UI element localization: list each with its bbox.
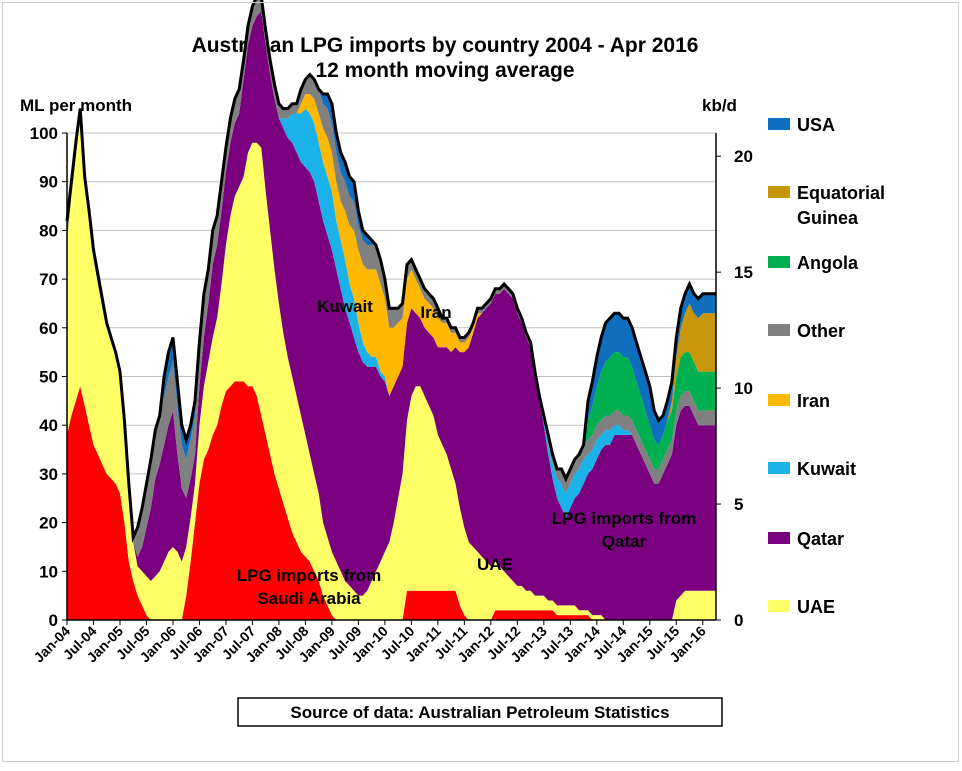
legend-swatch-kuwait bbox=[768, 462, 790, 474]
legend-swatch-uae bbox=[768, 600, 790, 612]
legend-label-equatorial-guinea-1: Equatorial bbox=[797, 183, 885, 203]
y-tick-label-left-30: 30 bbox=[39, 465, 58, 484]
y-tick-label-right-10: 10 bbox=[734, 379, 753, 398]
legend-label-angola: Angola bbox=[797, 253, 859, 273]
area-qatar bbox=[67, 11, 716, 621]
legend-label-qatar: Qatar bbox=[797, 529, 844, 549]
y-tick-label-left-60: 60 bbox=[39, 319, 58, 338]
total-line bbox=[65, 0, 716, 544]
legend-label-usa: USA bbox=[797, 115, 835, 135]
y-tick-label-right-20: 20 bbox=[734, 147, 753, 166]
annotation-qatar-line2: Qatar bbox=[602, 532, 647, 551]
y-tick-labels-left: 0 10 20 30 40 50 60 70 80 90 100 bbox=[30, 124, 67, 630]
annotation-qatar-line1: LPG imports from bbox=[552, 509, 697, 528]
legend-label-kuwait: Kuwait bbox=[797, 459, 856, 479]
source-box: Source of data: Australian Petroleum Sta… bbox=[237, 697, 723, 727]
y-tick-label-right-15: 15 bbox=[734, 263, 753, 282]
annotation-kuwait: Kuwait bbox=[317, 297, 373, 316]
stacked-areas bbox=[67, 0, 716, 621]
y-tick-label-left-20: 20 bbox=[39, 514, 58, 533]
area-saudi-arabia bbox=[67, 381, 716, 620]
y-tick-label-left-0: 0 bbox=[49, 611, 58, 630]
legend-label-uae: UAE bbox=[797, 597, 835, 617]
annotation-iran: Iran bbox=[420, 303, 451, 322]
total-imports-line bbox=[65, 0, 716, 544]
y-axis-right-label: kb/d bbox=[702, 96, 737, 115]
y-tick-label-left-10: 10 bbox=[39, 562, 58, 581]
legend-swatch-angola bbox=[768, 256, 790, 268]
area-other bbox=[67, 0, 716, 557]
legend-swatch-equatorial-guinea bbox=[768, 186, 790, 198]
y-tick-label-right-0: 0 bbox=[734, 611, 743, 630]
source-box-border bbox=[237, 697, 723, 727]
y-tick-label-left-90: 90 bbox=[39, 173, 58, 192]
legend-swatch-usa bbox=[768, 118, 790, 130]
legend-swatch-qatar bbox=[768, 532, 790, 544]
y-tick-label-right-5: 5 bbox=[734, 495, 743, 514]
legend-swatch-other bbox=[768, 324, 790, 336]
area-uae bbox=[67, 118, 716, 621]
chart-subtitle: 12 month moving average bbox=[315, 59, 574, 82]
legend-label-iran: Iran bbox=[797, 391, 830, 411]
y-tick-label-left-50: 50 bbox=[39, 368, 58, 387]
y-tick-label-left-80: 80 bbox=[39, 221, 58, 240]
y-tick-labels-right: 0 5 10 15 20 bbox=[716, 147, 753, 630]
legend-label-equatorial-guinea-2: Guinea bbox=[797, 208, 859, 228]
legend: USA Equatorial Guinea Angola Other Iran … bbox=[768, 115, 885, 617]
legend-swatch-iran bbox=[768, 394, 790, 406]
y-tick-label-left-40: 40 bbox=[39, 416, 58, 435]
chart-title: Australian LPG imports by country 2004 -… bbox=[192, 34, 699, 57]
annotation-saudi-line2: Saudi Arabia bbox=[257, 589, 361, 608]
source-note: Source of data: Australian Petroleum Sta… bbox=[290, 703, 669, 722]
annotation-uae: UAE bbox=[477, 555, 513, 574]
annotation-saudi-line1: LPG imports from bbox=[237, 566, 382, 585]
legend-label-other: Other bbox=[797, 321, 845, 341]
y-tick-label-left-100: 100 bbox=[30, 124, 58, 143]
y-axis-left-label: ML per month bbox=[20, 96, 132, 115]
y-tick-label-left-70: 70 bbox=[39, 270, 58, 289]
annotations: LPG imports from Saudi Arabia UAE Kuwait… bbox=[237, 297, 697, 608]
